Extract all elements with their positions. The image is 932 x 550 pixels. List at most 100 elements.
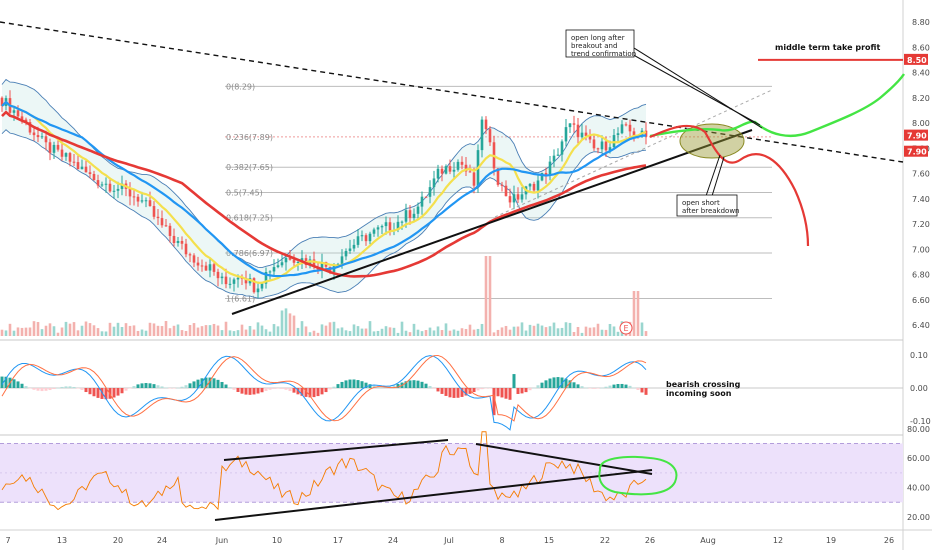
macd-histogram-bar (516, 388, 520, 394)
candle-body (228, 283, 232, 285)
macd-histogram-bar (356, 380, 360, 388)
macd-histogram-bar (348, 379, 352, 388)
macd-histogram-bar (532, 387, 536, 389)
time-tick-label: 26 (645, 536, 655, 545)
macd-histogram-bar (520, 388, 524, 394)
candle-body (424, 196, 428, 198)
macd-histogram-bar (476, 388, 480, 391)
macd-histogram-bar (152, 384, 156, 388)
candle-body (572, 123, 576, 125)
macd-histogram-bar (100, 388, 104, 399)
time-tick-label: 19 (826, 536, 836, 545)
time-axis[interactable]: 7 13 20 24 Jun 10 17 24 Jul 8 15 22 26 Aug 12 19 26 (5, 536, 894, 545)
macd-histogram-bar (408, 380, 412, 388)
candle-body (176, 240, 180, 243)
candle-body (504, 185, 508, 197)
volume-bar (492, 332, 496, 336)
earnings-marker (619, 321, 633, 335)
volume-bar (552, 322, 556, 336)
candle-body (516, 194, 520, 200)
volume-bar (632, 291, 636, 336)
macd-histogram-bar (460, 388, 464, 397)
candle-body (56, 144, 60, 150)
macd-histogram-bar (88, 388, 92, 395)
price-tick-label: 7.40 (912, 195, 930, 204)
macd-histogram-bar (244, 388, 248, 395)
volume-bar (372, 331, 376, 336)
note-open-short-line: after breakdown (682, 207, 740, 215)
macd-histogram-bar (184, 385, 188, 388)
rsi-pane (1, 431, 678, 521)
macd-histogram-bar (340, 381, 344, 388)
candle-body (180, 240, 184, 244)
note-pointer-short (705, 154, 721, 197)
volume-bar (72, 322, 76, 336)
macd-histogram-bar (644, 388, 648, 395)
macd-histogram-bar (60, 386, 64, 388)
volume-bar (144, 330, 148, 336)
macd-histogram-bar (248, 388, 252, 395)
volume-bar (544, 327, 548, 336)
macd-histogram-bar (424, 383, 428, 388)
volume-bar (472, 329, 476, 336)
volume-bar (576, 326, 580, 336)
macd-histogram-bar (264, 388, 268, 391)
price-axis[interactable]: 8.808.608.408.208.007.807.607.407.207.00… (907, 18, 931, 522)
macd-histogram-bar (416, 380, 420, 388)
macd-histogram-bar (584, 387, 588, 389)
price-tick-label: 7.20 (912, 220, 930, 229)
candle-body (456, 161, 460, 170)
trend-drawings[interactable]: E (0, 21, 905, 335)
volume-bar (428, 327, 432, 336)
macd-histogram-bar (492, 388, 496, 416)
volume-bar (480, 323, 484, 336)
volume-bar (0, 329, 4, 336)
candle-body (540, 172, 544, 181)
volume-bar (56, 332, 60, 336)
candle-body (388, 222, 392, 231)
volume-bar (572, 331, 576, 336)
note-open-long-box (565, 29, 635, 58)
macd-histogram-bar (464, 388, 468, 396)
macd-histogram-bar (484, 388, 488, 389)
volume-bar (80, 325, 84, 336)
macd-histogram-bar (380, 387, 384, 388)
macd-histogram-bar (116, 388, 120, 396)
macd-histogram-bar (632, 387, 636, 389)
candle-body (136, 196, 140, 202)
volume-bar (252, 329, 256, 336)
candle-body (80, 166, 84, 170)
macd-histogram-bar (68, 386, 72, 388)
candle-body (432, 178, 436, 188)
macd-histogram-bar (600, 387, 604, 389)
volume-bar (556, 328, 560, 336)
candle-body (264, 272, 268, 284)
channel-line (494, 89, 773, 218)
fib-level-label: 0(8.29) (226, 82, 255, 91)
price-tick-label: 7.60 (912, 170, 930, 179)
volume-bar (588, 327, 592, 336)
macd-histogram-bar (404, 381, 408, 388)
volume-bar (120, 327, 124, 336)
volume-bar (560, 327, 564, 336)
candle-body (352, 244, 356, 249)
candle-body (236, 277, 240, 280)
volume-bar (296, 327, 300, 336)
macd-histogram-bar (300, 388, 304, 396)
candle-body (536, 180, 540, 191)
macd-histogram-bar (544, 380, 548, 388)
volume-bar (224, 321, 228, 336)
candle-body (140, 200, 144, 202)
candle-body (372, 229, 376, 234)
macd-histogram-bar (352, 379, 356, 388)
volume-bar (276, 326, 280, 336)
candle-body (48, 142, 52, 153)
candle-body (452, 169, 456, 172)
macd-histogram-bar (316, 388, 320, 397)
ma-yellow-line (1, 100, 647, 284)
volume-bar (200, 326, 204, 336)
candle-body (92, 173, 96, 181)
volume-bar (404, 330, 408, 336)
volume-bar (516, 326, 520, 336)
